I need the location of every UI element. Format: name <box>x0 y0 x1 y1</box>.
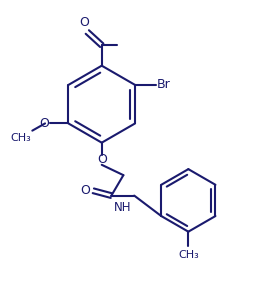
Text: CH₃: CH₃ <box>178 250 199 260</box>
Text: CH₃: CH₃ <box>10 133 31 142</box>
Text: NH: NH <box>114 201 132 214</box>
Text: Br: Br <box>157 78 170 91</box>
Text: O: O <box>97 153 107 166</box>
Text: O: O <box>80 184 90 197</box>
Text: O: O <box>79 16 89 29</box>
Text: O: O <box>39 117 49 130</box>
